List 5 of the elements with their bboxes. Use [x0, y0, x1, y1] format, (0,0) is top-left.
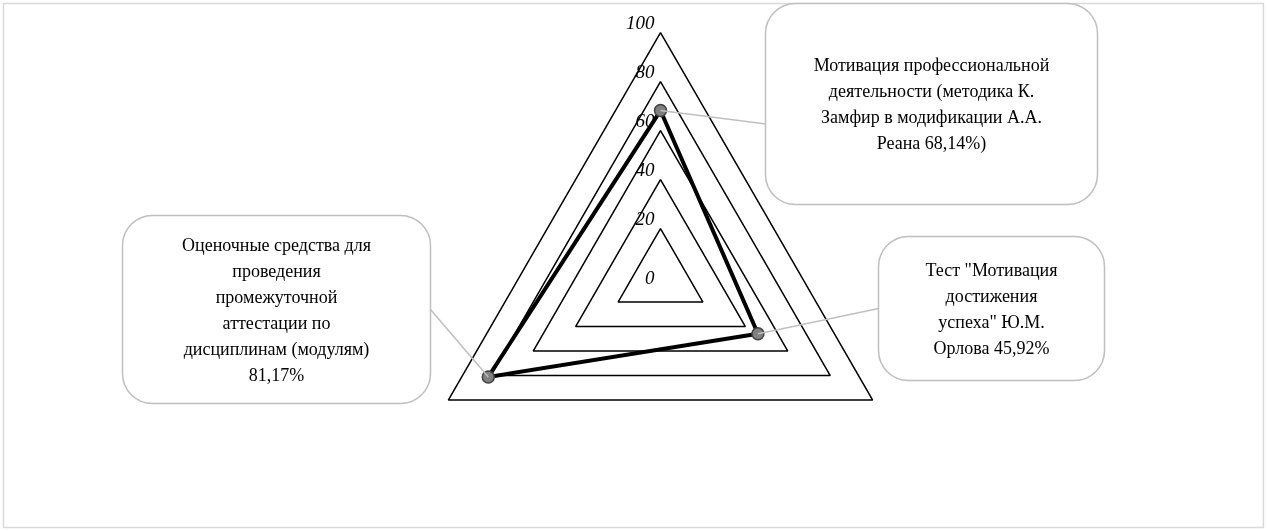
- spoke-label: Оценочные средства для проведения промежуточной аттестации по дисциплинам (модулям) 81,17%: [182, 234, 371, 385]
- y-tick-label: 100: [626, 12, 655, 33]
- spoke-label: Мотивация профессиональной деятельности (методика К. Замфир в модификации А.А. Реана 68,14%): [813, 55, 1050, 154]
- y-tick-label: 0: [645, 267, 655, 288]
- spoke-label: Тест "Мотивация достижения успеха" Ю.М. Орлова 45,92%: [925, 259, 1058, 358]
